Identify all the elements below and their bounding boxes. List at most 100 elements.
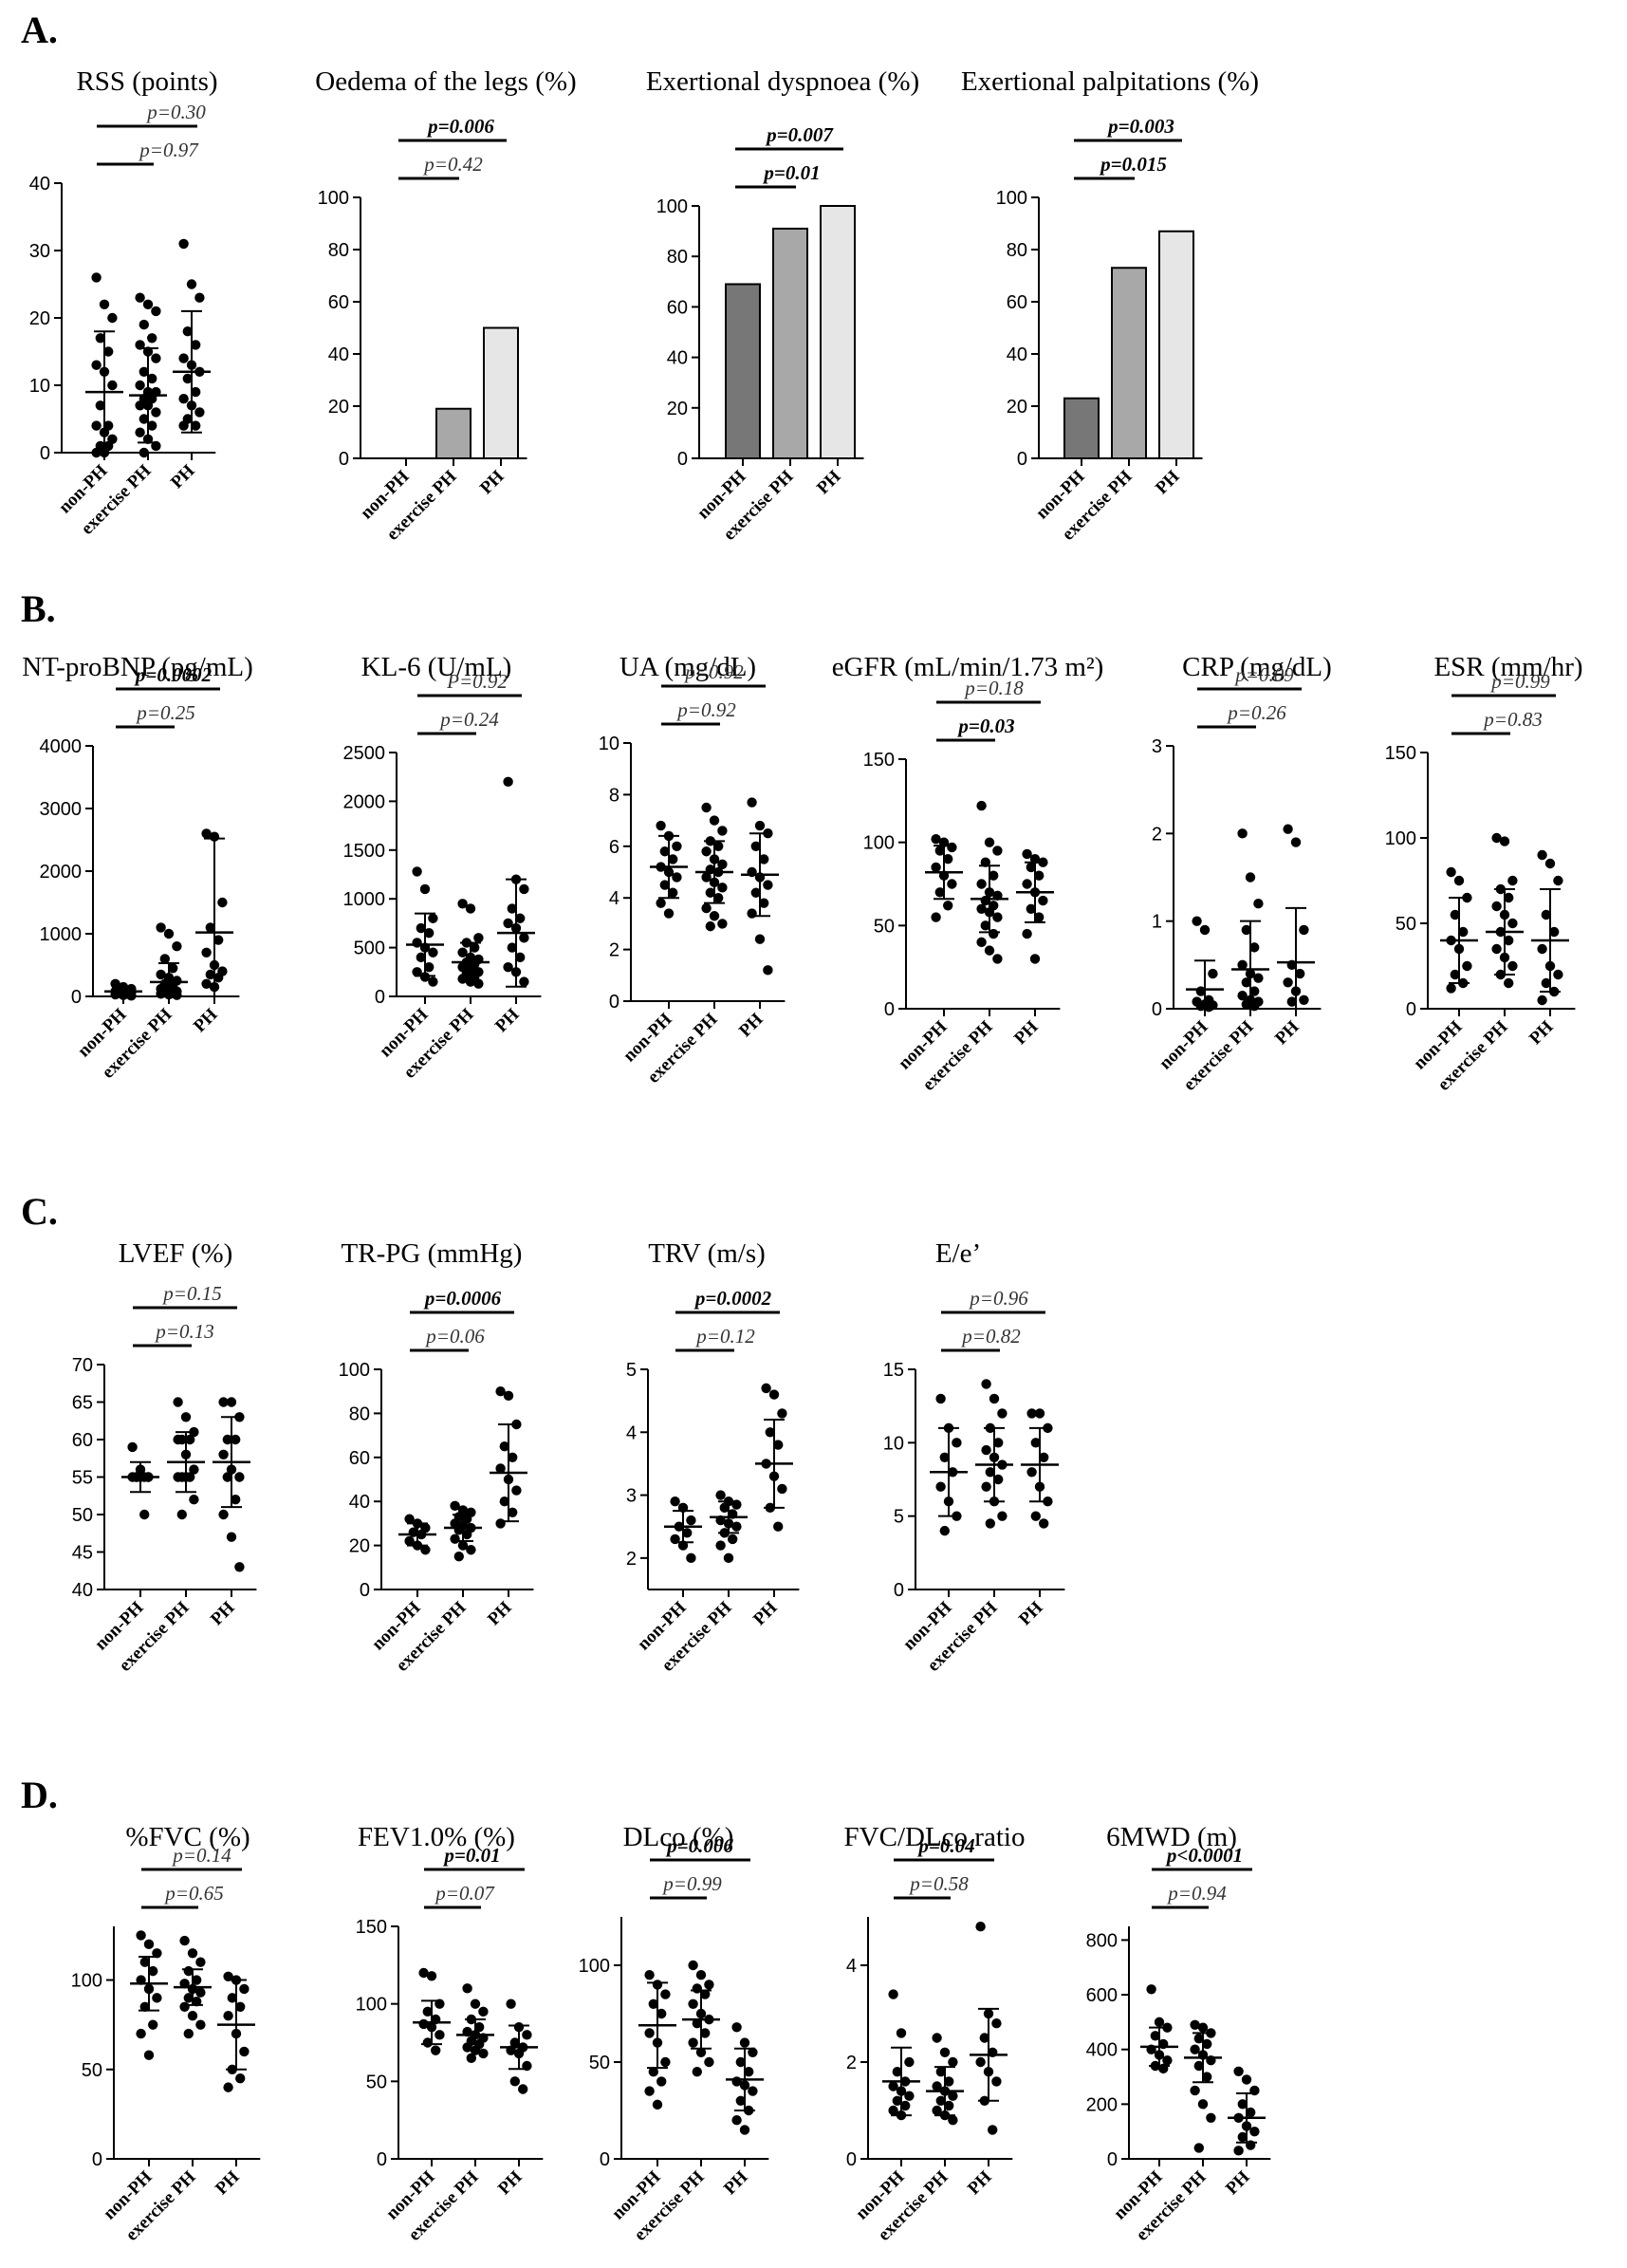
- data-point: [503, 961, 513, 973]
- data-point: [1193, 2060, 1205, 2072]
- y-tick-label: 45: [72, 1543, 93, 1564]
- data-point: [151, 407, 161, 418]
- data-point: [191, 340, 201, 350]
- data-point: [985, 1467, 996, 1478]
- data-point: [142, 346, 154, 357]
- data-point: [186, 360, 197, 370]
- p-value-label: p=0.92: [683, 660, 744, 683]
- data-point: [997, 1511, 1008, 1521]
- data-point: [1241, 977, 1252, 988]
- data-point: [156, 969, 166, 980]
- y-tick-label: 0: [1017, 449, 1027, 470]
- data-point: [173, 1434, 183, 1445]
- y-tick-label: 400: [1086, 2040, 1118, 2061]
- p-value-label: p=0.15: [161, 1282, 221, 1305]
- data-point: [663, 908, 675, 919]
- data-point: [660, 2056, 671, 2068]
- data-point: [976, 800, 987, 811]
- data-point: [135, 400, 145, 411]
- chart-title: TR-PG (mmHg): [342, 1238, 523, 1269]
- chart-title: RSS (points): [76, 66, 217, 97]
- data-point: [1022, 848, 1032, 860]
- data-point: [172, 941, 182, 952]
- data-point: [422, 2006, 433, 2017]
- data-point: [985, 1422, 996, 1434]
- data-point: [478, 2048, 489, 2059]
- data-point: [473, 933, 484, 943]
- x-category-label: PH: [720, 2167, 752, 2200]
- p-value-label: p=0.25: [135, 701, 194, 724]
- p-value-label: p=0.30: [145, 101, 206, 123]
- data-point: [989, 928, 999, 939]
- p-value-label: p=0.03: [956, 715, 1014, 737]
- data-point: [99, 299, 110, 309]
- data-point: [457, 1540, 469, 1551]
- data-point: [513, 2048, 525, 2059]
- data-point: [896, 2086, 907, 2096]
- y-tick-label: 2500: [343, 743, 386, 764]
- data-point: [1549, 986, 1560, 997]
- data-point: [136, 1975, 146, 1985]
- p-value-label: p=0.07: [434, 1882, 495, 1905]
- y-tick-label: 2000: [40, 862, 83, 883]
- data-point: [457, 947, 468, 957]
- data-point: [695, 1970, 707, 1980]
- data-point: [418, 2018, 429, 2030]
- data-point: [1029, 954, 1041, 964]
- data-point: [235, 2073, 246, 2084]
- p-value-label: p=0.0002: [693, 1287, 772, 1310]
- data-point: [99, 447, 110, 458]
- y-tick-label: 0: [600, 2149, 610, 2170]
- data-point: [1462, 892, 1472, 903]
- data-point: [709, 815, 720, 826]
- data-point: [416, 1529, 427, 1540]
- data-point: [223, 1971, 233, 1981]
- data-point: [416, 922, 426, 934]
- data-point: [948, 2091, 958, 2101]
- data-point: [765, 1502, 775, 1514]
- data-point: [1299, 995, 1309, 1005]
- data-point: [424, 961, 434, 973]
- data-point: [1499, 909, 1510, 920]
- data-point: [176, 1509, 187, 1520]
- y-tick-label: 1: [1152, 912, 1162, 933]
- data-point: [91, 447, 102, 458]
- data-point: [701, 846, 712, 857]
- x-category-label: PH: [813, 467, 845, 499]
- data-point: [705, 920, 715, 932]
- data-point: [1246, 2140, 1256, 2150]
- data-point: [156, 989, 166, 999]
- data-point: [495, 1386, 506, 1397]
- p-value-label: p=0.006: [665, 1834, 733, 1857]
- data-point: [424, 927, 434, 939]
- data-point: [1233, 2066, 1244, 2076]
- data-point: [668, 854, 678, 864]
- data-point: [152, 1948, 162, 1959]
- data-point: [938, 837, 950, 847]
- data-point: [1299, 924, 1309, 936]
- y-tick-label: 150: [1385, 743, 1416, 764]
- y-tick-label: 0: [92, 2149, 102, 2170]
- p-value-label: p=0.58: [908, 1872, 969, 1895]
- data-point: [701, 802, 712, 813]
- data-point: [152, 1993, 162, 2003]
- data-point: [984, 907, 995, 918]
- p-value-label: p=0.26: [1226, 701, 1286, 724]
- y-tick-label: 1000: [343, 889, 386, 910]
- y-tick-label: 100: [996, 188, 1027, 209]
- data-point: [991, 2018, 1002, 2029]
- data-point: [470, 2045, 481, 2055]
- y-tick-label: 30: [29, 241, 50, 262]
- data-point: [465, 976, 476, 987]
- data-point: [934, 887, 945, 898]
- data-point: [205, 969, 215, 980]
- p-value-label: p=0.96: [968, 1287, 1028, 1310]
- bar: [1063, 397, 1100, 459]
- chart-title: 6MWD (m): [1106, 1822, 1237, 1852]
- data-point: [932, 2105, 942, 2116]
- data-point: [765, 1427, 775, 1438]
- data-point: [659, 880, 670, 890]
- data-point: [695, 2008, 707, 2019]
